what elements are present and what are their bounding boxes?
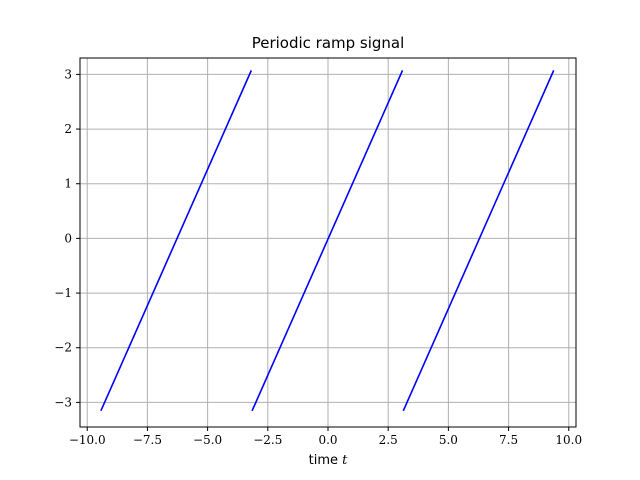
x-tick-label: 10.0: [555, 433, 582, 447]
ramp-segment-1: [100, 70, 253, 412]
y-tick-label: 2: [64, 122, 72, 136]
x-tick-label: −5.0: [193, 433, 222, 447]
y-tick-label: 1: [64, 177, 72, 191]
y-tick-label: −2: [54, 341, 72, 355]
x-tick-label: 2.5: [379, 433, 398, 447]
x-tick-label: 7.5: [499, 433, 518, 447]
x-tick-label: 0.0: [318, 433, 337, 447]
x-axis-label-text: time: [309, 453, 343, 468]
ticks: −10.0 −7.5 −5.0 −2.5 0.0 2.5 5.0 7.5 10.0 −3 −2 −1 0…: [54, 67, 582, 447]
x-tick-label: −10.0: [69, 433, 106, 447]
y-tick-label: −3: [54, 395, 72, 409]
ramp-segment-3: [402, 70, 555, 412]
ramp-segment-2: [251, 70, 404, 412]
x-axis-label: time t: [309, 453, 349, 468]
series-group: [100, 70, 555, 412]
chart-title: Periodic ramp signal: [252, 34, 405, 52]
x-tick-label: −2.5: [253, 433, 282, 447]
x-tick-label: 5.0: [439, 433, 458, 447]
x-tick-label: −7.5: [133, 433, 162, 447]
x-axis-label-variable: t: [342, 453, 348, 468]
y-tick-label: −1: [54, 286, 72, 300]
y-tick-label: 0: [64, 231, 72, 245]
y-tick-label: 3: [64, 67, 72, 81]
